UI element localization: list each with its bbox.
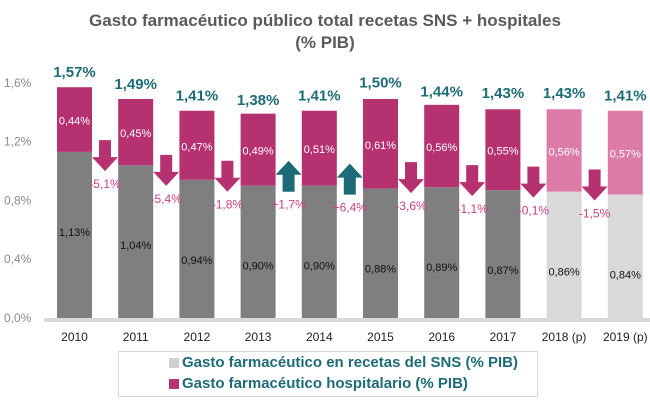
bar-recetas xyxy=(57,151,92,318)
bar-hospitalario xyxy=(301,110,337,186)
arrow-down-icon xyxy=(459,165,486,197)
data-label-hospitalario: 0,55% xyxy=(487,146,518,158)
data-label-hospitalario: 0,49% xyxy=(242,146,273,158)
chart-title: Gasto farmacéutico público total recetas… xyxy=(0,10,650,54)
bar-recetas xyxy=(424,187,460,318)
x-tick-label: 2014 xyxy=(306,330,333,344)
x-tick-label: 2019 (p) xyxy=(603,330,648,344)
bar-recetas xyxy=(118,165,154,318)
x-tick-label: 2015 xyxy=(367,330,394,344)
change-label: -5,1% xyxy=(89,177,121,191)
data-label-hospitalario: 0,57% xyxy=(610,149,641,161)
bar-hospitalario xyxy=(485,109,521,191)
arrow-down-icon xyxy=(398,162,424,194)
total-label: 1,38% xyxy=(237,92,280,109)
x-tick-label: 2013 xyxy=(245,330,272,344)
arrow-up-icon xyxy=(275,160,302,192)
arrow-down-icon xyxy=(581,169,608,201)
bar-recetas xyxy=(240,185,276,318)
data-label-recetas: 1,04% xyxy=(120,240,151,252)
x-tick-label: 2016 xyxy=(428,330,455,344)
y-tick-label: 1,6% xyxy=(4,76,32,90)
total-label: 1,41% xyxy=(298,88,341,105)
x-tick-label: 2010 xyxy=(61,330,88,344)
bar-hospitalario xyxy=(424,104,460,188)
data-label-recetas: 0,88% xyxy=(365,264,396,276)
data-label-recetas: 0,90% xyxy=(242,261,273,273)
bar-recetas xyxy=(546,191,582,318)
change-label: -3,6% xyxy=(395,199,427,213)
x-tick-label: 2017 xyxy=(490,330,517,344)
data-label-recetas: 0,94% xyxy=(181,255,212,267)
legend-swatch-magenta xyxy=(169,378,179,389)
bar-recetas xyxy=(363,188,398,318)
change-label: -1,8% xyxy=(212,198,244,212)
total-label: 1,41% xyxy=(604,88,647,105)
data-label-hospitalario: 0,44% xyxy=(59,116,90,128)
bar-hospitalario xyxy=(546,109,582,192)
bar-hospitalario xyxy=(179,110,215,180)
data-label-hospitalario: 0,61% xyxy=(365,140,396,152)
arrow-down-icon xyxy=(520,166,547,198)
data-label-hospitalario: 0,56% xyxy=(548,146,579,158)
total-label: 1,43% xyxy=(543,85,586,102)
bar-recetas xyxy=(301,185,337,318)
legend-label: Gasto farmacéutico en recetas del SNS (%… xyxy=(182,354,518,371)
total-label: 1,43% xyxy=(482,85,525,102)
total-label: 1,44% xyxy=(420,83,463,100)
change-label: +6,4% xyxy=(333,201,368,215)
total-label: 1,41% xyxy=(176,88,219,105)
bar-recetas xyxy=(485,190,521,318)
bar-hospitalario xyxy=(240,113,276,186)
change-label: -1,1% xyxy=(457,202,489,216)
title-line: Gasto farmacéutico público total recetas… xyxy=(89,11,561,30)
data-label-hospitalario: 0,56% xyxy=(426,142,457,154)
data-label-recetas: 0,90% xyxy=(304,261,335,273)
bar-chart: 0,0% 0,4% 0,8% 1,2% 1,6% 1,13% 0,44% 1,57% 2010 1… xyxy=(4,64,650,344)
change-label: -1,5% xyxy=(579,207,611,221)
x-tick-label: 2012 xyxy=(184,330,211,344)
x-tick-label: 2018 (p) xyxy=(542,330,587,344)
change-label: -5,4% xyxy=(151,192,183,206)
arrow-down-icon xyxy=(92,140,118,172)
legend-label: Gasto farmacéutico hospitalario (% PIB) xyxy=(182,375,468,392)
bar-hospitalario xyxy=(118,98,154,166)
data-label-recetas: 0,89% xyxy=(426,262,457,274)
change-label: +1,7% xyxy=(271,198,306,212)
y-tick-label: 1,2% xyxy=(4,135,32,149)
bar-hospitalario xyxy=(57,87,92,152)
bar-recetas xyxy=(607,194,643,318)
data-label-hospitalario: 0,45% xyxy=(120,128,151,140)
total-label: 1,57% xyxy=(53,64,96,81)
y-tick-label: 0,0% xyxy=(4,311,32,325)
data-label-recetas: 0,87% xyxy=(487,265,518,277)
legend-swatch-gray xyxy=(169,357,179,368)
x-axis-line xyxy=(44,318,650,322)
data-label-recetas: 0,84% xyxy=(610,270,641,282)
data-label-hospitalario: 0,51% xyxy=(304,144,335,156)
data-label-hospitalario: 0,47% xyxy=(181,141,212,153)
data-label-recetas: 1,13% xyxy=(59,227,90,239)
total-label: 1,49% xyxy=(114,76,157,93)
data-label-recetas: 0,86% xyxy=(548,267,579,279)
subtitle-line: (% PIB) xyxy=(295,33,355,52)
bar-hospitalario xyxy=(363,98,398,189)
bar-hospitalario xyxy=(607,110,643,195)
legend: Gasto farmacéutico en recetas del SNS (%… xyxy=(118,351,538,397)
x-tick-label: 2011 xyxy=(123,330,149,344)
y-tick-label: 0,4% xyxy=(4,252,32,266)
arrow-up-icon xyxy=(336,163,363,195)
y-tick-label: 0,8% xyxy=(4,193,32,207)
total-label: 1,50% xyxy=(359,75,402,92)
legend-item-recetas: Gasto farmacéutico en recetas del SNS (%… xyxy=(169,354,518,371)
arrow-down-icon xyxy=(153,154,180,186)
bar-recetas xyxy=(179,179,215,318)
legend-item-hospitalario: Gasto farmacéutico hospitalario (% PIB) xyxy=(169,375,468,392)
arrow-down-icon xyxy=(214,160,241,192)
change-label: -0,1% xyxy=(518,204,550,218)
